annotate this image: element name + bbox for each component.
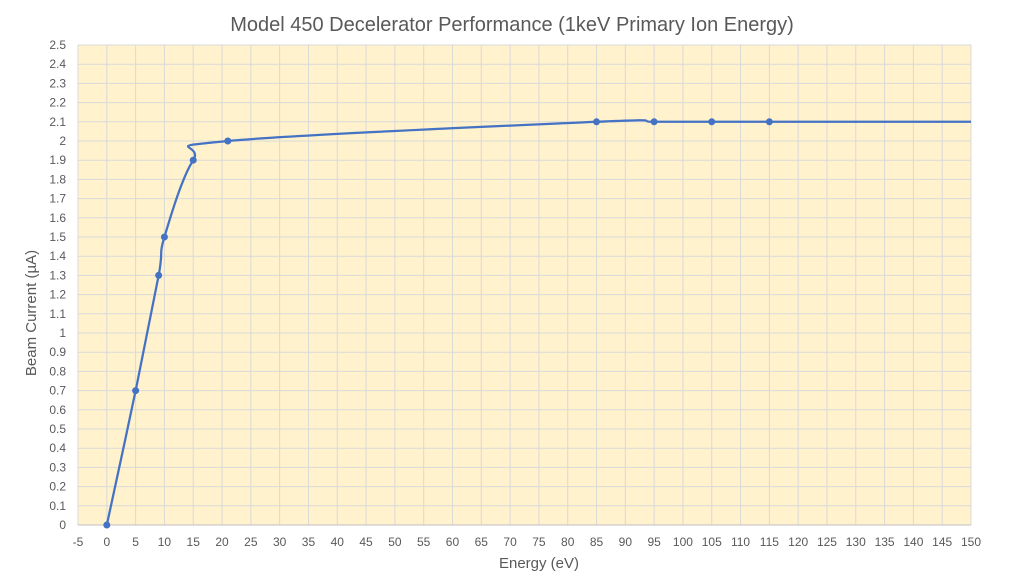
data-point xyxy=(593,118,601,126)
data-point xyxy=(708,118,716,126)
y-tick-label: 1.9 xyxy=(49,153,66,167)
x-tick-label: 60 xyxy=(446,535,460,549)
y-tick-label: 0.4 xyxy=(49,441,66,455)
y-tick-label: 1 xyxy=(59,326,66,340)
x-tick-label: 15 xyxy=(187,535,201,549)
x-tick-label: 105 xyxy=(702,535,722,549)
x-tick-label: 150 xyxy=(961,535,981,549)
x-tick-label: 50 xyxy=(388,535,402,549)
x-tick-label: 140 xyxy=(903,535,923,549)
y-tick-labels: 0 0.1 0.2 0.3 0.4 0.5 0.6 0.7 0.8 0.9 1 1.1 1.2 1.3 1.… xyxy=(49,38,66,532)
data-point xyxy=(765,118,773,126)
x-tick-label: 85 xyxy=(590,535,604,549)
x-tick-label: 55 xyxy=(417,535,431,549)
x-tick-label: 10 xyxy=(158,535,172,549)
x-tick-label: 20 xyxy=(215,535,229,549)
x-tick-label: 135 xyxy=(875,535,895,549)
y-tick-label: 2.1 xyxy=(49,115,66,129)
y-tick-label: 2.4 xyxy=(49,57,66,71)
x-tick-label: 130 xyxy=(846,535,866,549)
y-tick-label: 0.6 xyxy=(49,403,66,417)
x-tick-label: 5 xyxy=(132,535,139,549)
plot-area xyxy=(78,45,971,525)
x-axis-title: Energy (eV) xyxy=(499,555,579,572)
y-tick-label: 1.7 xyxy=(49,192,66,206)
y-tick-label: 0.2 xyxy=(49,480,66,494)
grid xyxy=(77,44,972,526)
x-tick-label: -5 xyxy=(73,535,84,549)
y-tick-label: 1.8 xyxy=(49,172,66,186)
x-tick-label: 75 xyxy=(532,535,546,549)
y-tick-label: 0 xyxy=(59,518,66,532)
y-tick-label: 0.3 xyxy=(49,460,66,474)
y-tick-label: 0.7 xyxy=(49,384,66,398)
x-tick-label: 95 xyxy=(647,535,661,549)
data-point xyxy=(132,387,140,395)
x-tick-label: 125 xyxy=(817,535,837,549)
y-tick-label: 1.3 xyxy=(49,268,66,282)
chart-title: Model 450 Decelerator Performance (1keV … xyxy=(230,14,794,36)
y-tick-label: 1.2 xyxy=(49,288,66,302)
x-tick-labels: -5 0 5 10 15 20 25 30 35 40 45 50 55 60 65 70 75 80 85 90 95… xyxy=(73,535,982,549)
x-tick-label: 115 xyxy=(760,535,779,549)
series-group xyxy=(103,118,971,529)
x-tick-label: 100 xyxy=(673,535,693,549)
y-tick-label: 0.9 xyxy=(49,345,66,359)
data-point xyxy=(189,156,197,164)
x-tick-label: 145 xyxy=(932,535,952,549)
y-tick-label: 1.1 xyxy=(49,307,66,321)
x-tick-label: 35 xyxy=(302,535,316,549)
x-tick-label: 90 xyxy=(619,535,633,549)
y-tick-label: 1.5 xyxy=(49,230,66,244)
data-point xyxy=(224,137,232,145)
x-tick-label: 40 xyxy=(331,535,345,549)
x-tick-label: 110 xyxy=(731,535,750,549)
y-tick-label: 2.5 xyxy=(49,38,66,52)
series-line xyxy=(105,119,971,526)
y-axis-title: Beam Current (µA) xyxy=(23,250,40,376)
y-tick-label: 0.8 xyxy=(49,364,66,378)
x-tick-label: 30 xyxy=(273,535,287,549)
data-point xyxy=(650,118,658,126)
x-tick-label: 70 xyxy=(503,535,517,549)
x-tick-label: 45 xyxy=(359,535,373,549)
x-tick-label: 120 xyxy=(788,535,808,549)
x-tick-label: 0 xyxy=(103,535,110,549)
y-tick-label: 2.2 xyxy=(49,96,66,110)
x-tick-label: 65 xyxy=(475,535,489,549)
y-tick-label: 2 xyxy=(59,134,66,148)
x-tick-label: 80 xyxy=(561,535,575,549)
y-tick-label: 1.6 xyxy=(49,211,66,225)
x-tick-label: 25 xyxy=(244,535,258,549)
y-tick-label: 0.1 xyxy=(49,499,66,513)
data-point xyxy=(160,233,168,241)
y-tick-label: 0.5 xyxy=(49,422,66,436)
y-tick-label: 2.3 xyxy=(49,76,66,90)
data-point xyxy=(155,271,163,279)
y-tick-label: 1.4 xyxy=(49,249,66,263)
data-point xyxy=(103,521,111,529)
